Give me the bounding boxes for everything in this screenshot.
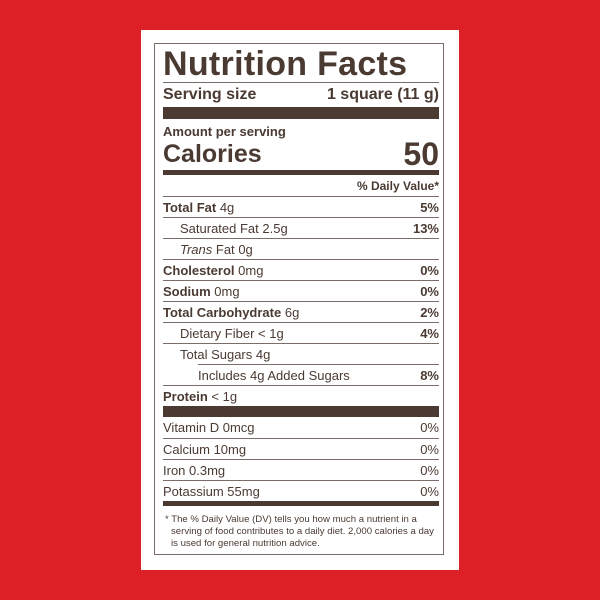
nutrient-dv: 5% xyxy=(420,199,439,215)
nutrient-row-saturated-fat: Saturated Fat 2.5g 13% xyxy=(163,217,439,238)
nutrient-row-cholesterol: Cholesterol 0mg 0% xyxy=(163,259,439,280)
label-title: Nutrition Facts xyxy=(163,44,439,83)
calories-row: Calories 50 xyxy=(163,136,439,172)
nutrient-name: Protein xyxy=(163,388,208,404)
vitamin-dv: 0% xyxy=(420,441,439,457)
thick-divider xyxy=(163,406,439,417)
serving-size: Serving size 1 square (11 g) xyxy=(163,83,439,107)
nutrient-row-sodium: Sodium 0mg 0% xyxy=(163,280,439,301)
nutrient-dv: 0% xyxy=(420,262,439,278)
thick-divider xyxy=(163,107,439,119)
nutrient-name: Total Sugars xyxy=(180,346,253,362)
nutrient-row-total-carbohydrate: Total Carbohydrate 6g 2% xyxy=(163,301,439,322)
vitamin-row-calcium: Calcium 10mg 0% xyxy=(163,438,439,459)
nutrient-name: Sodium xyxy=(163,283,211,299)
nutrient-amount: 0mg xyxy=(214,283,240,299)
nutrient-dv: 0% xyxy=(420,283,439,299)
vitamin-label: Potassium 55mg xyxy=(163,483,260,499)
medium-divider xyxy=(163,501,439,506)
nutrition-facts-panel: Nutrition Facts Serving size 1 square (1… xyxy=(154,43,444,555)
nutrient-name: Includes 4g Added Sugars xyxy=(198,367,350,383)
vitamin-label: Calcium 10mg xyxy=(163,441,247,457)
nutrient-row-protein: Protein < 1g xyxy=(163,385,439,406)
nutrient-amount: 2.5g xyxy=(262,220,288,236)
nutrient-name: Total Fat xyxy=(163,199,217,215)
nutrient-name: Dietary Fiber xyxy=(180,325,255,341)
calories-label: Calories xyxy=(163,140,262,168)
vitamin-row-iron: Iron 0.3mg 0% xyxy=(163,459,439,480)
nutrient-row-dietary-fiber: Dietary Fiber < 1g 4% xyxy=(163,322,439,343)
nutrient-dv: 8% xyxy=(420,367,439,383)
medium-divider xyxy=(163,170,439,175)
nutrient-name: Cholesterol xyxy=(163,262,235,278)
nutrient-amount: 4g xyxy=(255,346,271,362)
nutrient-amount: 6g xyxy=(284,304,300,320)
footnote: * The % Daily Value (DV) tells you how m… xyxy=(165,514,434,549)
calories-value: 50 xyxy=(403,136,439,172)
nutrient-name-italic: Trans xyxy=(180,241,213,257)
nutrient-row-trans-fat: Trans Fat 0g xyxy=(163,238,439,259)
nutrient-dv: 13% xyxy=(412,220,439,236)
nutrient-amount: 0g xyxy=(238,241,253,257)
nutrient-dv: 2% xyxy=(420,304,439,320)
vitamin-label: Vitamin D 0mcg xyxy=(163,420,255,435)
nutrient-dv: 4% xyxy=(420,325,439,341)
vitamin-row-potassium: Potassium 55mg 0% xyxy=(163,480,439,501)
nutrient-amount: 4g xyxy=(219,199,235,215)
daily-value-header: % Daily Value* xyxy=(356,178,439,193)
nutrient-amount: < 1g xyxy=(258,325,284,341)
vitamin-row-vitamin-d: Vitamin D 0mcg 0% xyxy=(163,417,439,438)
vitamin-dv: 0% xyxy=(420,420,439,435)
nutrient-row-total-sugars: Total Sugars 4g xyxy=(163,343,439,364)
nutrient-amount: 0mg xyxy=(238,262,264,278)
vitamin-dv: 0% xyxy=(420,462,439,478)
nutrient-name: Total Carbohydrate xyxy=(163,304,282,320)
nutrient-row-total-fat: Total Fat 4g 5% xyxy=(163,196,439,217)
amount-per-serving: Amount per serving xyxy=(163,124,286,139)
vitamin-label: Iron 0.3mg xyxy=(163,462,226,478)
nutrient-name: Fat xyxy=(215,241,235,257)
nutrient-amount: < 1g xyxy=(211,388,238,404)
serving-size-value: 1 square (11 g) xyxy=(326,86,439,103)
nutrient-name: Saturated Fat xyxy=(180,220,259,236)
serving-size-label: Serving size xyxy=(163,86,257,103)
nutrient-row-added-sugars: Includes 4g Added Sugars 8% xyxy=(198,364,439,385)
vitamin-dv: 0% xyxy=(420,483,439,499)
nutrition-label-card: Nutrition Facts Serving size 1 square (1… xyxy=(141,30,459,570)
